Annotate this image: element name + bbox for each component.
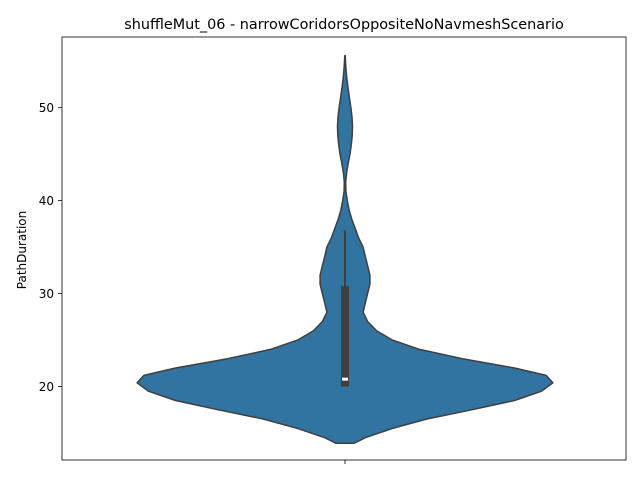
y-axis-ticks: 20 30 40 50 — [39, 101, 62, 394]
chart-title: shuffleMut_06 - narrowCoridorsOppositeNo… — [124, 17, 564, 33]
axes-frame — [61, 36, 627, 461]
axes-spines — [61, 36, 627, 461]
y-tick-label: 40 — [39, 194, 54, 208]
median-marker — [342, 377, 348, 381]
y-tick-label: 50 — [39, 101, 54, 115]
plot-area — [136, 54, 554, 445]
y-axis-label: PathDuration — [15, 211, 29, 289]
y-tick-label: 30 — [39, 287, 54, 301]
y-tick-label: 20 — [39, 380, 54, 394]
interquartile-box — [341, 286, 349, 387]
